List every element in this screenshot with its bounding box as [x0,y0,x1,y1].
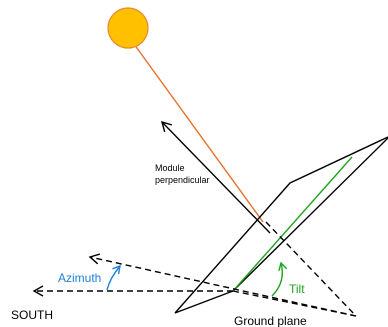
module-panel-near-edge [174,290,234,314]
azimuth-direction-arrow [88,253,357,317]
module-perpendicular-label-line2: perpendicular [155,175,210,185]
tilt-angle-arc [271,261,288,297]
module-panel [174,136,388,314]
azimuth-label: Azimuth [58,271,101,285]
ground-vertical-projection [265,221,357,317]
sun-ray [133,43,264,223]
module-center-line [232,156,353,292]
module-panel-edge [232,137,388,292]
ground-plane-label: Ground plane [234,314,307,327]
module-perpendicular-label-line1: Module [155,163,185,173]
tilt-label: Tilt [289,282,305,296]
south-label: SOUTH [11,308,53,322]
module-perpendicular-arrow [160,120,271,234]
sun-icon [107,7,149,49]
azimuth-angle-arc [106,264,121,291]
